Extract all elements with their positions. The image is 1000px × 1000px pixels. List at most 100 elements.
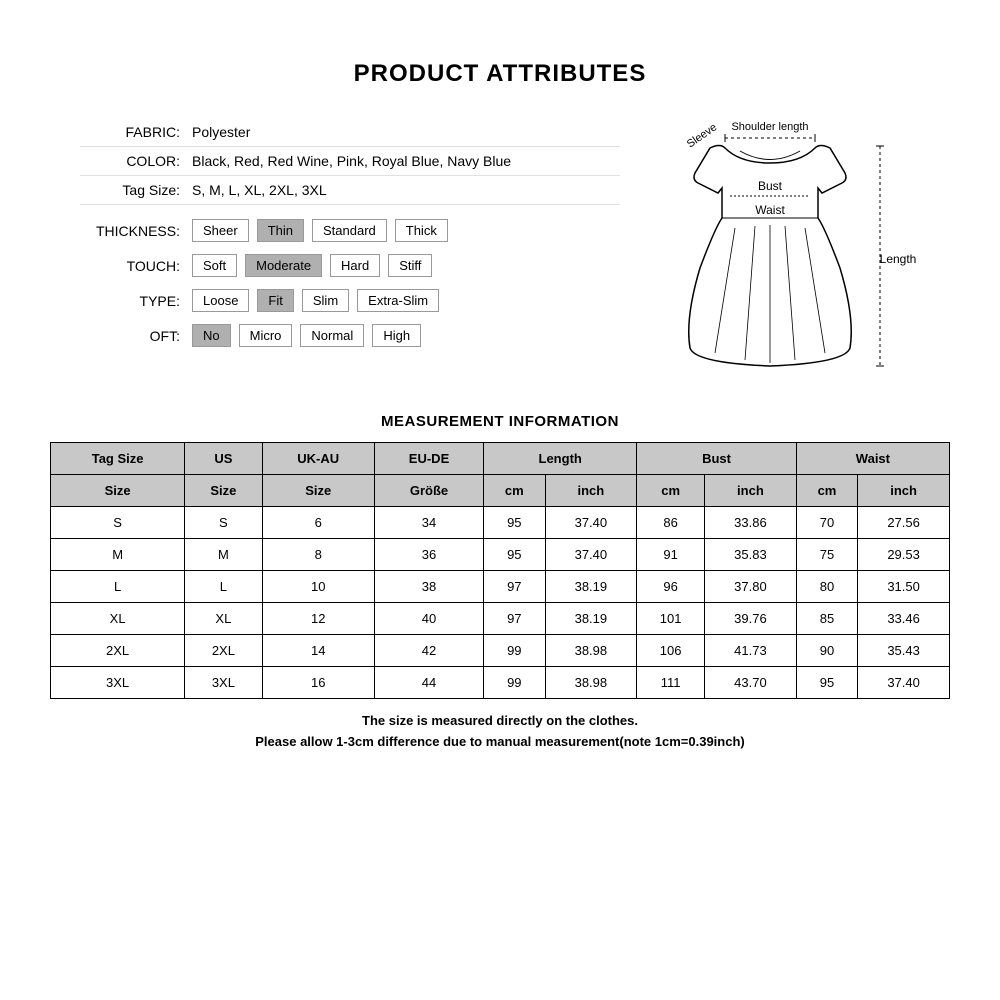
table-cell: S: [185, 507, 262, 539]
diagram-shoulder-label: Shoulder length: [731, 121, 808, 133]
attributes-panel: FABRIC: Polyester COLOR: Black, Red, Red…: [80, 118, 620, 378]
table-cell: 35.83: [705, 539, 797, 571]
table-cell: 3XL: [51, 667, 185, 699]
table-cell: 38.98: [545, 667, 637, 699]
table-cell: 85: [796, 603, 857, 635]
table-cell: 37.40: [545, 539, 637, 571]
thickness-option-standard: Standard: [312, 219, 387, 242]
table-row: LL10389738.199637.808031.50: [51, 571, 950, 603]
table-cell: 38.98: [545, 635, 637, 667]
oft-option-normal: Normal: [300, 324, 364, 347]
table-cell: M: [185, 539, 262, 571]
table-cell: 95: [796, 667, 857, 699]
table-cell: XL: [51, 603, 185, 635]
diagram-waist-label: Waist: [755, 203, 785, 217]
table-header-cell: UK-AU: [262, 443, 374, 475]
type-options: LooseFitSlimExtra-Slim: [192, 289, 439, 312]
table-row: 2XL2XL14429938.9810641.739035.43: [51, 635, 950, 667]
footer-note-1: The size is measured directly on the clo…: [50, 711, 950, 732]
table-cell: 101: [637, 603, 705, 635]
table-cell: 35.43: [858, 635, 950, 667]
table-cell: 99: [484, 667, 545, 699]
table-cell: 3XL: [185, 667, 262, 699]
touch-options: SoftModerateHardStiff: [192, 254, 432, 277]
oft-option-micro: Micro: [239, 324, 293, 347]
diagram-length-label: Length: [880, 252, 917, 266]
table-cell: 10: [262, 571, 374, 603]
table-cell: 70: [796, 507, 857, 539]
footer-notes: The size is measured directly on the clo…: [50, 711, 950, 753]
type-option-loose: Loose: [192, 289, 249, 312]
type-option-extra-slim: Extra-Slim: [357, 289, 439, 312]
table-cell: 99: [484, 635, 545, 667]
attr-label-oft: OFT:: [80, 328, 180, 344]
table-cell: 38.19: [545, 603, 637, 635]
table-subheader-cell: Size: [185, 475, 262, 507]
table-cell: 95: [484, 507, 545, 539]
table-cell: 106: [637, 635, 705, 667]
attr-tagsize: Tag Size: S, M, L, XL, 2XL, 3XL: [80, 176, 620, 205]
table-cell: 14: [262, 635, 374, 667]
table-cell: M: [51, 539, 185, 571]
footer-note-2: Please allow 1-3cm difference due to man…: [50, 732, 950, 753]
table-cell: 6: [262, 507, 374, 539]
table-subheader-cell: Größe: [374, 475, 483, 507]
attr-thickness: THICKNESS: SheerThinStandardThick: [80, 205, 620, 248]
table-subheader-cell: inch: [545, 475, 637, 507]
attr-label-color: COLOR:: [80, 153, 180, 169]
attr-oft: OFT: NoMicroNormalHigh: [80, 318, 620, 353]
thickness-option-sheer: Sheer: [192, 219, 249, 242]
table-cell: 80: [796, 571, 857, 603]
table-cell: 33.86: [705, 507, 797, 539]
page-title: PRODUCT ATTRIBUTES: [50, 60, 950, 88]
table-cell: 34: [374, 507, 483, 539]
attr-color: COLOR: Black, Red, Red Wine, Pink, Royal…: [80, 147, 620, 176]
table-cell: 90: [796, 635, 857, 667]
table-header-row-2: SizeSizeSizeGrößecminchcminchcminch: [51, 475, 950, 507]
diagram-bust-label: Bust: [758, 179, 783, 193]
table-cell: 12: [262, 603, 374, 635]
table-cell: 40: [374, 603, 483, 635]
table-header-cell: Length: [484, 443, 637, 475]
table-cell: 97: [484, 603, 545, 635]
table-cell: 36: [374, 539, 483, 571]
oft-option-high: High: [372, 324, 421, 347]
attr-value-tagsize: S, M, L, XL, 2XL, 3XL: [192, 182, 327, 198]
touch-option-hard: Hard: [330, 254, 380, 277]
touch-option-moderate: Moderate: [245, 254, 322, 277]
table-cell: 8: [262, 539, 374, 571]
table-header-cell: Bust: [637, 443, 797, 475]
table-row: 3XL3XL16449938.9811143.709537.40: [51, 667, 950, 699]
table-subheader-cell: inch: [705, 475, 797, 507]
table-cell: 43.70: [705, 667, 797, 699]
table-cell: 37.40: [545, 507, 637, 539]
table-row: XLXL12409738.1910139.768533.46: [51, 603, 950, 635]
table-cell: 38: [374, 571, 483, 603]
table-cell: 31.50: [858, 571, 950, 603]
table-row: SS6349537.408633.867027.56: [51, 507, 950, 539]
table-cell: 97: [484, 571, 545, 603]
attr-label-fabric: FABRIC:: [80, 124, 180, 140]
table-header-cell: Waist: [796, 443, 949, 475]
table-cell: 33.46: [858, 603, 950, 635]
table-cell: 75: [796, 539, 857, 571]
table-subheader-cell: Size: [51, 475, 185, 507]
measurement-title: MEASUREMENT INFORMATION: [50, 413, 950, 430]
table-subheader-cell: cm: [796, 475, 857, 507]
table-cell: XL: [185, 603, 262, 635]
table-cell: 16: [262, 667, 374, 699]
table-cell: 37.40: [858, 667, 950, 699]
thickness-option-thin: Thin: [257, 219, 304, 242]
attr-value-fabric: Polyester: [192, 124, 250, 140]
table-cell: 39.76: [705, 603, 797, 635]
table-cell: S: [51, 507, 185, 539]
table-cell: 111: [637, 667, 705, 699]
touch-option-stiff: Stiff: [388, 254, 432, 277]
table-cell: 2XL: [185, 635, 262, 667]
dress-diagram: Shoulder length Sleeve Bust Waist: [640, 118, 920, 378]
table-row: MM8369537.409135.837529.53: [51, 539, 950, 571]
table-subheader-cell: cm: [484, 475, 545, 507]
table-cell: 42: [374, 635, 483, 667]
table-cell: L: [185, 571, 262, 603]
attr-type: TYPE: LooseFitSlimExtra-Slim: [80, 283, 620, 318]
